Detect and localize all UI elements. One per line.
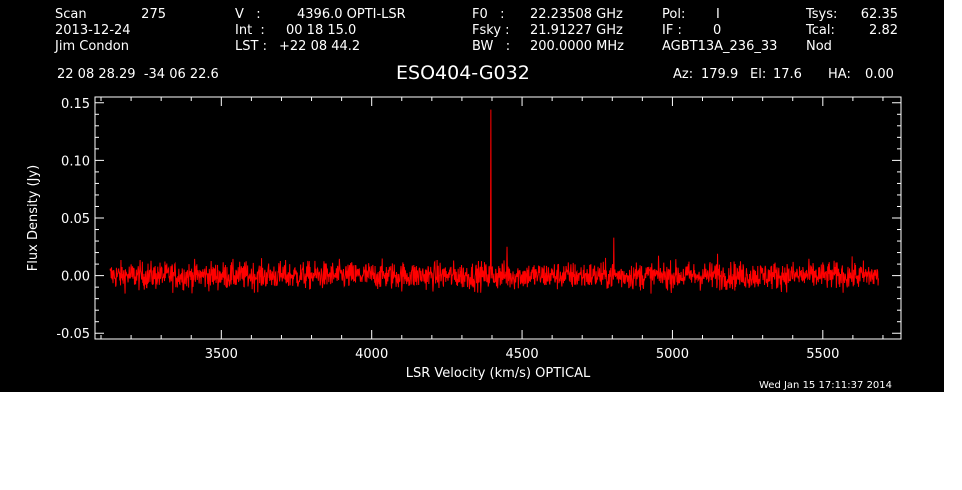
x-tick-label: 5500 bbox=[806, 347, 839, 362]
pol-value: I bbox=[716, 7, 720, 22]
source-name: ESO404-G032 bbox=[396, 62, 530, 84]
int-value: 00 18 15.0 bbox=[286, 23, 357, 38]
if-label: IF : bbox=[662, 23, 682, 38]
x-tick-label: 5000 bbox=[656, 347, 689, 362]
x-tick-label: 3500 bbox=[205, 347, 238, 362]
spectrum-chart: 3500 4000 4500 5000 5500 -0.05 0.00 0.05 0.10 0.1… bbox=[26, 96, 902, 381]
y-tick-label: 0.05 bbox=[61, 212, 90, 227]
pol-label: Pol: bbox=[662, 7, 686, 22]
spectrum-series-line bbox=[109, 109, 879, 294]
x-tick-label: 4000 bbox=[355, 347, 388, 362]
ha-label: HA: bbox=[828, 67, 851, 82]
bw-label: BW : bbox=[472, 39, 511, 54]
tcal-label: Tcal: bbox=[806, 23, 835, 38]
fsky-value: 21.91227 GHz bbox=[530, 23, 623, 38]
lst-value: +22 08 44.2 bbox=[279, 39, 361, 54]
el-label: El: bbox=[750, 67, 767, 82]
tcal-value: 2.82 bbox=[869, 23, 898, 38]
lst-label: LST : bbox=[235, 39, 267, 54]
tsys-value: 62.35 bbox=[860, 7, 898, 22]
project-id: AGBT13A_236_33 bbox=[662, 39, 778, 54]
az-label: Az: bbox=[673, 67, 694, 82]
x-axis-label: LSR Velocity (km/s) OPTICAL bbox=[406, 366, 591, 381]
ha-value: 0.00 bbox=[865, 67, 894, 82]
scan-label: Scan bbox=[55, 7, 87, 22]
velocity-value: 4396.0 OPTI-LSR bbox=[297, 7, 406, 22]
observing-mode: Nod bbox=[806, 39, 832, 54]
scan-value: 275 bbox=[141, 7, 166, 22]
tsys-label: Tsys: bbox=[806, 7, 838, 22]
f0-label: F0 : bbox=[472, 7, 505, 22]
plot-timestamp: Wed Jan 15 17:11:37 2014 bbox=[759, 380, 893, 391]
velocity-label: V : bbox=[235, 7, 261, 22]
y-axis-label: Flux Density (Jy) bbox=[26, 165, 41, 271]
bw-value: 200.0000 MHz bbox=[530, 39, 624, 54]
y-tick-label: 0.10 bbox=[61, 154, 90, 169]
f0-value: 22.23508 GHz bbox=[530, 7, 623, 22]
observer-name: Jim Condon bbox=[55, 39, 129, 54]
y-tick-label: 0.15 bbox=[61, 97, 90, 112]
x-tick-label: 4500 bbox=[506, 347, 539, 362]
source-coordinates: 22 08 28.29 -34 06 22.6 bbox=[57, 67, 219, 82]
y-tick-label: -0.05 bbox=[56, 327, 90, 342]
observation-date: 2013-12-24 bbox=[55, 23, 131, 38]
if-value: 0 bbox=[713, 23, 722, 38]
spectrum-panel: Scan 275 V : 4396.0 OPTI-LSR F0 : 22.235… bbox=[0, 0, 944, 392]
fsky-label: Fsky : bbox=[472, 23, 510, 38]
y-tick-label: 0.00 bbox=[61, 270, 90, 285]
az-value: 179.9 bbox=[701, 67, 739, 82]
int-label: Int : bbox=[235, 23, 265, 38]
el-value: 17.6 bbox=[773, 67, 802, 82]
plot-frame bbox=[94, 96, 902, 340]
